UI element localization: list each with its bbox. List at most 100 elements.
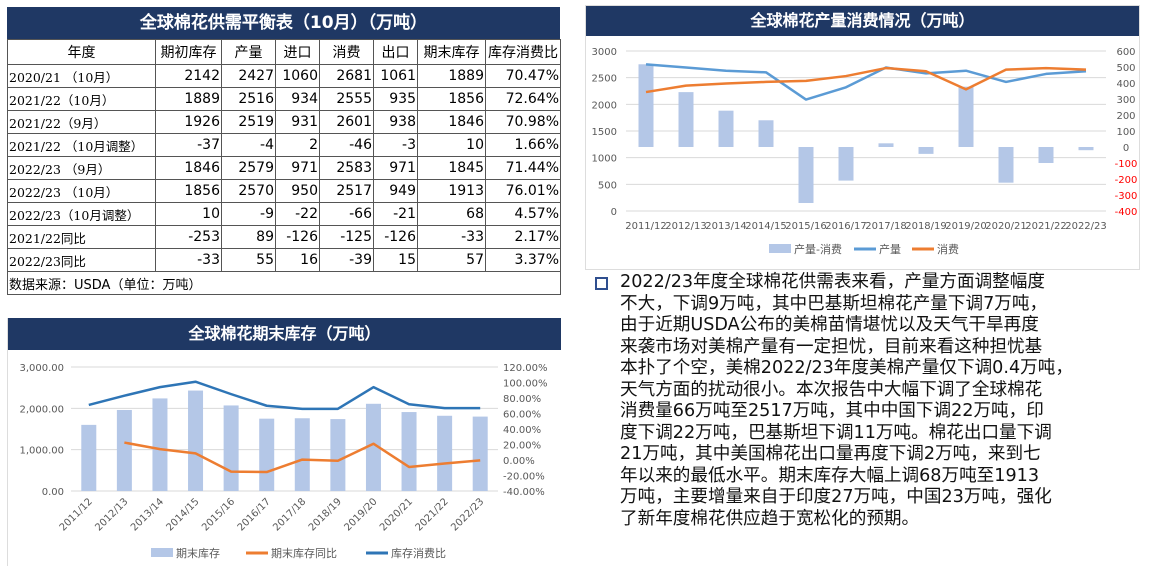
x-tick-label: 2020/21 [378, 496, 415, 533]
cell-value: -22 [275, 202, 320, 226]
cell-value: -125 [319, 225, 374, 249]
column-header: 进口 [275, 39, 320, 65]
table-row: 2021/22同比 -253 89 -126 -125 -126 -33 2.17% [7, 225, 561, 249]
commentary-line: 天气方面的扰动很小。本次报告中大幅下调了全球棉花 [620, 379, 1043, 400]
bar-2016/17 [838, 147, 854, 181]
commentary: 2022/23年度全球棉花供需表来看，产量方面调整幅度 不大，下调9万吨，其中巴基… [595, 272, 1135, 530]
x-tick-label: 2017/18 [271, 496, 308, 533]
bar-2013/14 [718, 110, 734, 147]
square-bullet-icon [595, 277, 608, 290]
right-tick-label: -300 [1115, 191, 1138, 202]
right-tick-label: 100 [1116, 127, 1135, 138]
cell-value: 2.17% [485, 225, 561, 249]
left-tick-label: 2,000.00 [19, 404, 64, 415]
x-tick-label: 2020/21 [985, 221, 1027, 232]
left-tick-label: 1500 [592, 127, 617, 138]
x-tick-label: 2011/12 [625, 221, 667, 232]
cell-value: 2427 [221, 64, 276, 88]
column-header: 消费 [319, 39, 374, 65]
cell-value: -46 [319, 133, 374, 157]
cell-value: 950 [275, 179, 320, 203]
cell-value: 1856 [155, 179, 222, 203]
bar-2011/12 [638, 64, 654, 147]
cell-value: 89 [221, 225, 276, 249]
legend-label: 期末库存同比 [271, 546, 337, 560]
left-tick-label: 2500 [592, 74, 617, 85]
x-tick-label: 2018/19 [307, 496, 344, 533]
legend-label: 期末库存 [176, 546, 220, 560]
cell-value: 2517 [319, 179, 374, 203]
cell-value: -126 [275, 225, 320, 249]
legend-swatch [151, 548, 173, 557]
cell-value: 1926 [155, 110, 222, 134]
line-库存消费比 [88, 380, 481, 411]
cell-value: 70.98% [485, 110, 561, 134]
balance-table-panel: 全球棉花供需平衡表（10月）（万吨） 年度 期初库存 产量 进口 消费 出口 期末库存 库存消… [7, 7, 561, 295]
cell-value: 2681 [319, 64, 374, 88]
cell-value: 2516 [221, 87, 276, 111]
column-header: 产量 [221, 39, 276, 65]
row-label: 2022/23 （10月） [7, 179, 156, 203]
commentary-line: 万吨，主要增量来自于印度27万吨，中国23万吨，强化 [620, 487, 1052, 507]
right-tick-label: 400 [1116, 79, 1135, 90]
cell-value: 76.01% [485, 179, 561, 203]
ending-stock-chart: 全球棉花期末库存（万吨） 0.00 1,000.00 2,000.00 3,000.0… [7, 318, 561, 566]
cell-value: 938 [373, 110, 418, 134]
commentary-line: 年以来的最低水平。期末库存大幅上调68万吨至1913 [620, 465, 1040, 486]
commentary-line: 来袭市场对美棉产量有一定担忧，目前来看这种担忧基 [620, 336, 1043, 357]
chart-title: 全球棉花产量消费情况（万吨） [586, 6, 1139, 36]
bar-2015/16 [798, 147, 814, 203]
cell-value: 2583 [319, 156, 374, 180]
balance-table: 年度 期初库存 产量 进口 消费 出口 期末库存 库存消费比 2020/21 （10月） 214… [7, 39, 561, 295]
column-header: 年度 [7, 39, 156, 65]
bar-2021/22 [1038, 147, 1054, 163]
left-tick-label: 500 [598, 180, 617, 191]
cell-value: 1.66% [485, 133, 561, 157]
bar-2011/12 [81, 424, 97, 491]
bar-2019/20 [958, 86, 974, 147]
legend-label: 产量-消费 [794, 242, 842, 256]
cell-value: 72.64% [485, 87, 561, 111]
right-tick-label: -400 [1115, 207, 1138, 218]
commentary-line: 由于近期USDA公布的美棉苗情堪忧以及天气干旱再度 [620, 315, 1039, 335]
x-tick-label: 2014/15 [165, 496, 202, 533]
commentary-line: 消费量66万吨至2517万吨，其中中国下调22万吨，印 [620, 401, 1044, 421]
cell-value: 1060 [275, 64, 320, 88]
bar-2013/14 [152, 398, 168, 491]
left-tick-label: 1,000.00 [19, 446, 64, 457]
cell-value: 1846 [417, 110, 486, 134]
table-title: 全球棉花供需平衡表（10月）（万吨） [7, 7, 560, 39]
right-tick-label: 80.00% [503, 394, 541, 405]
row-label: 2022/23（10月调整） [7, 202, 156, 226]
right-tick-label: 500 [1116, 63, 1135, 74]
commentary-line: 21万吨，其中美国棉花出口量再度下调2万吨，来到七 [620, 444, 1041, 464]
cell-value: -39 [319, 248, 374, 272]
chart-title: 全球棉花期末库存（万吨） [8, 318, 561, 350]
cell-value: 1061 [373, 64, 418, 88]
right-tick-label: -20.00% [503, 472, 545, 483]
line-产量 [645, 63, 1087, 101]
line-期末库存同比 [124, 441, 481, 474]
cell-value: 1846 [155, 156, 222, 180]
right-tick-label: -100 [1115, 159, 1138, 170]
table-row: 2021/22（10月） 1889 2516 934 2555 935 1856 72.64% [7, 87, 561, 111]
x-tick-label: 2021/22 [414, 496, 451, 533]
cell-value: -9 [221, 202, 276, 226]
cell-value: 2519 [221, 110, 276, 134]
x-tick-label: 2013/14 [705, 221, 747, 232]
bar-2022/23 [472, 416, 488, 491]
x-tick-label: 2019/20 [945, 221, 987, 232]
cell-value: 2 [275, 133, 320, 157]
cell-value: 935 [373, 87, 418, 111]
cell-value: 57 [417, 248, 486, 272]
cell-value: 2142 [155, 64, 222, 88]
table-header-row: 年度 期初库存 产量 进口 消费 出口 期末库存 库存消费比 [7, 39, 561, 65]
right-tick-label: 100.00% [503, 379, 548, 390]
bar-2021/22 [437, 415, 453, 491]
bar-2018/19 [330, 419, 346, 491]
bar-2012/13 [678, 92, 694, 147]
x-tick-label: 2019/20 [342, 496, 379, 533]
bar-2020/21 [401, 412, 417, 491]
row-label: 2020/21 （10月） [7, 64, 156, 88]
x-tick-label: 2022/23 [1065, 221, 1107, 232]
